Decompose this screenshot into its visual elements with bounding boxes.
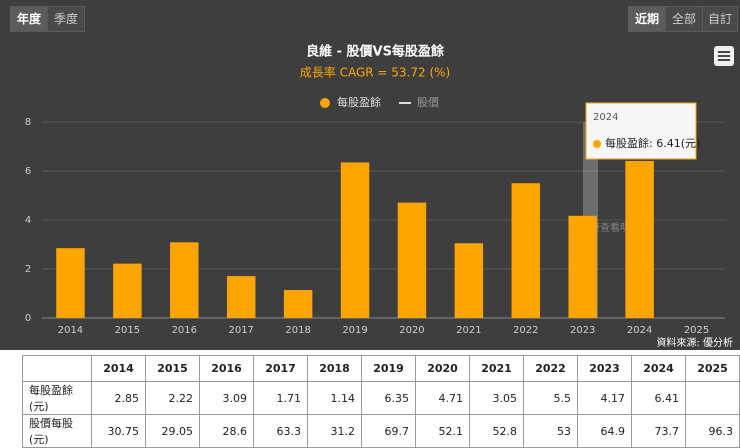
bar xyxy=(283,290,313,318)
bar xyxy=(113,263,142,318)
data-table: 2014 2015 2016 2017 2018 2019 2020 2021 2022 2023… xyxy=(22,355,740,448)
chart-title: 良維 - 股價VS每股盈餘 xyxy=(306,44,445,60)
header-cell: 2016 xyxy=(199,355,254,382)
chart-subtitle: 成長率 CAGR = 53.72 (%) xyxy=(300,65,450,80)
bar xyxy=(568,215,597,318)
table-cell: 52.8 xyxy=(469,414,524,448)
x-tick-label: 2018 xyxy=(285,325,310,336)
bar xyxy=(397,202,427,318)
tooltip-text: 每股盈餘: 6.41(元) xyxy=(605,136,700,150)
table-row: 每股盈餘(元) 2.85 2.22 3.09 1.71 1.14 6.35 4.71 3.05 5… xyxy=(22,381,740,415)
table-cell: 53 xyxy=(523,414,578,448)
table-cell: 69.7 xyxy=(361,414,416,448)
tooltip-marker xyxy=(593,140,601,148)
recent-button[interactable]: 近期 xyxy=(628,6,666,32)
table-cell: 2.85 xyxy=(91,381,146,415)
header-cell: 2022 xyxy=(523,355,578,382)
bar xyxy=(454,243,484,318)
bar xyxy=(511,183,541,318)
header-cell: 2023 xyxy=(577,355,632,382)
chart: 良維 - 股價VS每股盈餘 成長率 CAGR = 53.72 (%) 資料來源:… xyxy=(25,44,734,349)
table-row: 股價每股(元) 30.75 29.05 28.6 63.3 31.2 69.7 52.1 52.… xyxy=(22,414,740,448)
table-cell: 4.71 xyxy=(415,381,470,415)
x-tick-label: 2022 xyxy=(513,325,538,336)
row-label: 股價每股(元) xyxy=(22,414,92,448)
x-tick-label: 2017 xyxy=(228,325,253,336)
bar xyxy=(56,248,85,318)
header-cell: 2014 xyxy=(91,355,146,382)
x-tick-label: 2021 xyxy=(456,325,481,336)
y-tick-label: 6 xyxy=(25,166,31,177)
table-cell: 73.7 xyxy=(631,414,686,448)
x-tick-label: 2016 xyxy=(172,325,197,336)
table-cell: 64.9 xyxy=(577,414,632,448)
table-cell: 30.75 xyxy=(91,414,146,448)
quarter-button[interactable]: 季度 xyxy=(47,6,85,32)
x-tick-label: 2023 xyxy=(570,325,595,336)
bar xyxy=(340,162,370,318)
y-tick-label: 0 xyxy=(25,313,31,324)
x-tick-label: 2025 xyxy=(684,325,709,336)
source: 資料來源: 優分析 xyxy=(656,336,733,349)
table-cell: 52.1 xyxy=(415,414,470,448)
header-cell: 2018 xyxy=(307,355,362,382)
table-cell xyxy=(685,381,740,415)
table-cell: 31.2 xyxy=(307,414,362,448)
header-cell xyxy=(22,355,92,382)
tooltip-box xyxy=(585,102,697,160)
menu-icon[interactable] xyxy=(714,46,734,66)
x-tick-label: 2020 xyxy=(399,325,424,336)
table-cell: 1.14 xyxy=(307,381,362,415)
legend-label: 每股盈餘 xyxy=(337,95,381,109)
table-cell: 63.3 xyxy=(253,414,308,448)
x-tick-label: 2015 xyxy=(115,325,140,336)
table-cell: 6.41 xyxy=(631,381,686,415)
bar xyxy=(170,242,199,318)
bar xyxy=(625,160,654,318)
y-tick-label: 4 xyxy=(25,215,31,226)
table-cell: 1.71 xyxy=(253,381,308,415)
tooltip-title: 2024 xyxy=(593,112,618,123)
legend-marker xyxy=(320,98,330,108)
legend-label: 股價 xyxy=(417,95,439,109)
year-button[interactable]: 年度 xyxy=(10,6,48,32)
custom-button[interactable]: 自訂 xyxy=(702,6,738,32)
table-cell: 2.22 xyxy=(145,381,200,415)
table-cell: 3.05 xyxy=(469,381,524,415)
table-cell: 96.3 xyxy=(685,414,740,448)
table-cell: 3.09 xyxy=(199,381,254,415)
header-cell: 2024 xyxy=(631,355,686,382)
header-cell: 2021 xyxy=(469,355,524,382)
table-cell: 5.5 xyxy=(523,381,578,415)
table-cell: 29.05 xyxy=(145,414,200,448)
y-tick-label: 2 xyxy=(25,264,31,275)
table-header: 2014 2015 2016 2017 2018 2019 2020 2021 2022 2023… xyxy=(22,355,740,382)
table-cell: 4.17 xyxy=(577,381,632,415)
bar xyxy=(226,276,256,318)
row-label: 每股盈餘(元) xyxy=(22,381,92,415)
table-cell: 6.35 xyxy=(361,381,416,415)
header-cell: 2025 xyxy=(685,355,740,382)
tooltip: 2024 每股盈餘: 6.41(元) xyxy=(585,102,700,160)
y-tick-label: 8 xyxy=(25,117,31,128)
header-cell: 2019 xyxy=(361,355,416,382)
x-tick-label: 2014 xyxy=(58,325,83,336)
x-tick-label: 2024 xyxy=(627,325,652,336)
header-cell: 2020 xyxy=(415,355,470,382)
table-cell: 28.6 xyxy=(199,414,254,448)
header-cell: 2017 xyxy=(253,355,308,382)
x-tick-label: 2019 xyxy=(342,325,367,336)
header-cell: 2015 xyxy=(145,355,200,382)
